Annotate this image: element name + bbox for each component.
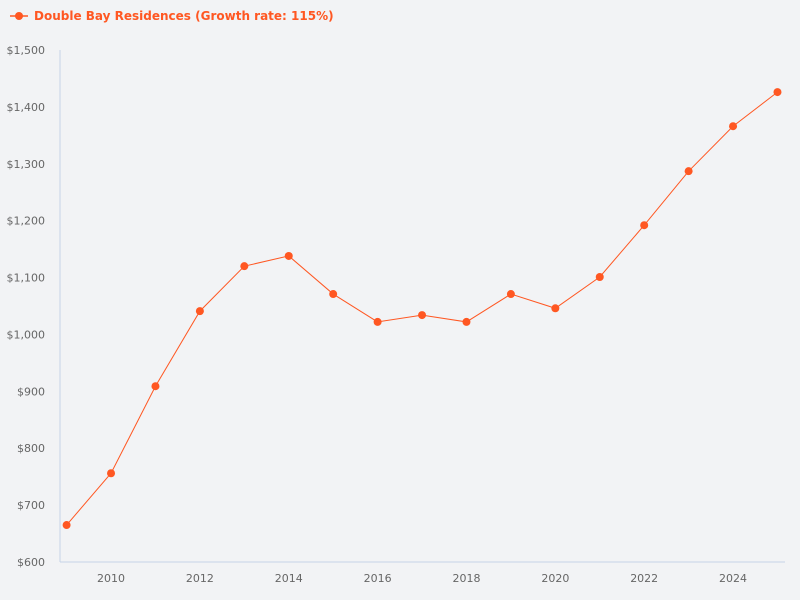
data-point — [373, 317, 382, 326]
data-point — [640, 221, 649, 230]
y-tick-label: $1,100 — [7, 272, 46, 285]
y-tick-label: $1,200 — [7, 215, 46, 228]
y-tick-label: $600 — [17, 556, 45, 569]
data-point — [151, 382, 160, 391]
x-tick-label: 2018 — [452, 572, 480, 585]
x-tick-label: 2010 — [97, 572, 125, 585]
legend-marker-icon — [10, 12, 28, 20]
data-point — [729, 122, 738, 131]
x-tick-label: 2012 — [186, 572, 214, 585]
y-tick-label: $1,500 — [7, 44, 46, 57]
x-tick-label: 2016 — [364, 572, 392, 585]
data-point — [418, 311, 427, 320]
x-tick-label: 2020 — [541, 572, 569, 585]
data-point — [62, 521, 71, 530]
data-point — [506, 290, 515, 299]
data-point — [773, 88, 782, 97]
y-tick-label: $700 — [17, 499, 45, 512]
data-point — [462, 317, 471, 326]
data-point — [684, 167, 693, 176]
y-tick-label: $900 — [17, 385, 45, 398]
y-tick-label: $800 — [17, 442, 45, 455]
x-tick-label: 2024 — [719, 572, 747, 585]
y-tick-label: $1,000 — [7, 328, 46, 341]
data-point — [595, 272, 604, 281]
x-tick-label: 2014 — [275, 572, 303, 585]
data-point — [240, 262, 249, 271]
data-point — [195, 307, 204, 316]
data-point — [284, 251, 293, 260]
legend[interactable]: Double Bay Residences (Growth rate: 115%… — [10, 9, 334, 23]
y-tick-label: $1,400 — [7, 101, 46, 114]
data-point — [329, 290, 338, 299]
y-tick-label: $1,300 — [7, 158, 46, 171]
series-line — [66, 91, 778, 526]
data-point — [551, 304, 560, 313]
legend-label: Double Bay Residences (Growth rate: 115%… — [34, 9, 334, 23]
x-tick-label: 2022 — [630, 572, 658, 585]
data-point — [107, 469, 116, 478]
